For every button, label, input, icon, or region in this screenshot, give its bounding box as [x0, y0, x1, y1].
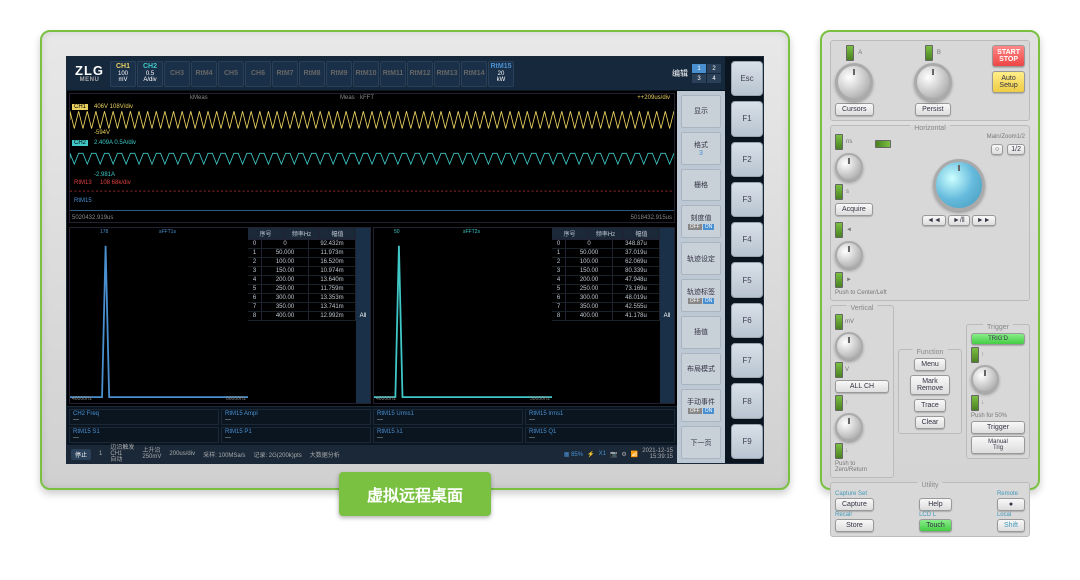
channel-RtM9[interactable]: RtM9	[326, 61, 352, 87]
key-F5[interactable]: F5	[731, 262, 763, 297]
ab-section: A Cursors B Persist START STOP Auto Setu…	[830, 40, 1030, 121]
transport-button[interactable]: ◄◄	[922, 215, 946, 226]
trig-knob[interactable]	[971, 365, 999, 393]
key-F8[interactable]: F8	[731, 383, 763, 418]
knob-a[interactable]	[835, 63, 873, 101]
mark-button[interactable]: Mark Remove	[910, 375, 950, 395]
trace-button[interactable]: Trace	[914, 399, 946, 412]
acquire-button[interactable]: Acquire	[835, 203, 873, 216]
horizontal-section: Horizontal ns s Acquire ◄ ► Main/Zoom1/2…	[830, 125, 1030, 301]
measurement: RtM15 λ1---	[373, 427, 523, 443]
softmenu-item[interactable]: 轨迹设定	[681, 242, 721, 275]
transport-button[interactable]: ►/‖	[948, 215, 970, 226]
remote-desktop-button[interactable]: 虚拟远程桌面	[339, 472, 491, 516]
channel-RtM13[interactable]: RtM13	[434, 61, 460, 87]
channel-RtM12[interactable]: RtM12	[407, 61, 433, 87]
measurement: CH2 Freq---	[69, 409, 219, 425]
key-F6[interactable]: F6	[731, 303, 763, 338]
utility-section: Utility Capture SetCaptureRecallStore He…	[830, 482, 1030, 537]
key-F9[interactable]: F9	[731, 424, 763, 459]
softmenu-item[interactable]: 栅格	[681, 169, 721, 202]
fft-right: sFFT2s 50 40000Hz 50000Hz 序号频率Hz幅值00348.…	[373, 227, 675, 404]
run-state: 停止	[71, 449, 91, 460]
measurement: RtM15 Urms1---	[373, 409, 523, 425]
topbar: ZLGMENU CH1100mVCH20.5A/divCH3RtM4CH5CH6…	[67, 57, 725, 91]
trigd-indicator: TRIG'D	[971, 333, 1025, 345]
channel-CH3[interactable]: CH3	[164, 61, 190, 87]
vscale-knob[interactable]	[835, 332, 863, 360]
status-bar: 停止 1 边沿触发 CH1 自动 上升沿 250mV 200us/div 采样:…	[67, 445, 677, 463]
fft-all-button[interactable]: All	[660, 228, 674, 403]
edit-grid[interactable]: 1234	[692, 64, 721, 83]
softmenu-item[interactable]: 布局模式	[681, 353, 721, 386]
trigger-section: Trigger TRIG'D ↑ ↓ Push for 50% Trigger …	[966, 324, 1030, 459]
control-panel: A Cursors B Persist START STOP Auto Setu…	[820, 30, 1040, 490]
key-F7[interactable]: F7	[731, 343, 763, 378]
softmenu-item[interactable]: 显示	[681, 95, 721, 128]
main-knob[interactable]	[933, 159, 985, 211]
help-button[interactable]: Help	[919, 498, 952, 511]
channel-RtM4[interactable]: RtM4	[191, 61, 217, 87]
channel-RtM11[interactable]: RtM11	[380, 61, 406, 87]
channel-CH2[interactable]: CH20.5A/div	[137, 61, 163, 87]
softmenu-item[interactable]: 格式3	[681, 132, 721, 165]
shift-button[interactable]: Shift	[997, 519, 1025, 532]
function-section: Function Menu Mark Remove Trace Clear	[898, 349, 962, 434]
edit-label: 编辑	[672, 68, 688, 79]
touch-button[interactable]: Touch	[919, 519, 952, 532]
channel-CH6[interactable]: CH6	[245, 61, 271, 87]
pos-knob[interactable]	[835, 241, 863, 269]
knob-b[interactable]	[914, 63, 952, 101]
key-F4[interactable]: F4	[731, 222, 763, 257]
channel-RtM7[interactable]: RtM7	[272, 61, 298, 87]
fft-all-button[interactable]: All	[356, 228, 370, 403]
softmenu-item[interactable]: 轨迹标签OFFON	[681, 279, 721, 312]
softmenu-item[interactable]: 刻度值OFFON	[681, 205, 721, 238]
menu-button[interactable]: Menu	[914, 358, 946, 371]
channel-CH5[interactable]: CH5	[218, 61, 244, 87]
manual-trig-button[interactable]: Manual Trig	[971, 436, 1025, 454]
vpos-knob[interactable]	[835, 413, 863, 441]
soft-menu: 显示格式3 栅格刻度值OFFON 轨迹设定轨迹标签OFFON 插值布局模式手动事件OF…	[677, 91, 725, 463]
vertical-section: Vertical mV V ALL CH ↑ ↓ Push to Zero/Re…	[830, 305, 894, 478]
softmenu-item[interactable]: 手动事件OFFON	[681, 389, 721, 422]
store-button[interactable]: Store	[835, 519, 874, 532]
allch-button[interactable]: ALL CH	[835, 380, 889, 393]
channel-RtM8[interactable]: RtM8	[299, 61, 325, 87]
function-keys: Esc F1 F2 F3 F4 F5 F6 F7 F8 F9	[725, 57, 763, 463]
key-F3[interactable]: F3	[731, 182, 763, 217]
clear-button[interactable]: Clear	[915, 416, 946, 429]
waveform-area[interactable]: kMeas Meas kFFT ++209us/div CH1 406V 108…	[69, 93, 675, 223]
key-Esc[interactable]: Esc	[731, 61, 763, 96]
transport-button[interactable]: ►►	[972, 215, 996, 226]
measurement: RtM15 S1---	[69, 427, 219, 443]
softmenu-item[interactable]: 下一页	[681, 426, 721, 459]
oscilloscope-screen: ZLGMENU CH1100mVCH20.5A/divCH3RtM4CH5CH6…	[40, 30, 790, 490]
trigger-button[interactable]: Trigger	[971, 421, 1025, 434]
measurements: CH2 Freq---RtM15 Ampl---RtM15 Urms1---Rt…	[67, 406, 677, 445]
softmenu-item[interactable]: 插值	[681, 316, 721, 349]
timebase-knob[interactable]	[835, 153, 863, 181]
measurement: RtM15 P1---	[221, 427, 371, 443]
capture-button[interactable]: Capture	[835, 498, 874, 511]
key-F2[interactable]: F2	[731, 142, 763, 177]
logo: ZLGMENU	[71, 64, 108, 83]
persist-button[interactable]: Persist	[915, 103, 950, 116]
cursors-button[interactable]: Cursors	[835, 103, 874, 116]
fft-left: sFFT1s 178 40000Hz 60000Hz 序号频率Hz幅值0092.…	[69, 227, 371, 404]
fft-area: sFFT1s 178 40000Hz 60000Hz 序号频率Hz幅值0092.…	[69, 227, 675, 404]
measurement: RtM15 Irms1---	[525, 409, 675, 425]
measurement: RtM15 Q1---	[525, 427, 675, 443]
channel-RtM15[interactable]: RtM1520kW	[488, 61, 514, 87]
measurement: RtM15 Ampl---	[221, 409, 371, 425]
key-F1[interactable]: F1	[731, 101, 763, 136]
remote-led: ●	[997, 498, 1025, 511]
auto-setup-button[interactable]: Auto Setup	[992, 71, 1025, 93]
channel-CH1[interactable]: CH1100mV	[110, 61, 136, 87]
channel-RtM14[interactable]: RtM14	[461, 61, 487, 87]
channel-RtM10[interactable]: RtM10	[353, 61, 379, 87]
start-stop-button[interactable]: START STOP	[992, 45, 1025, 67]
